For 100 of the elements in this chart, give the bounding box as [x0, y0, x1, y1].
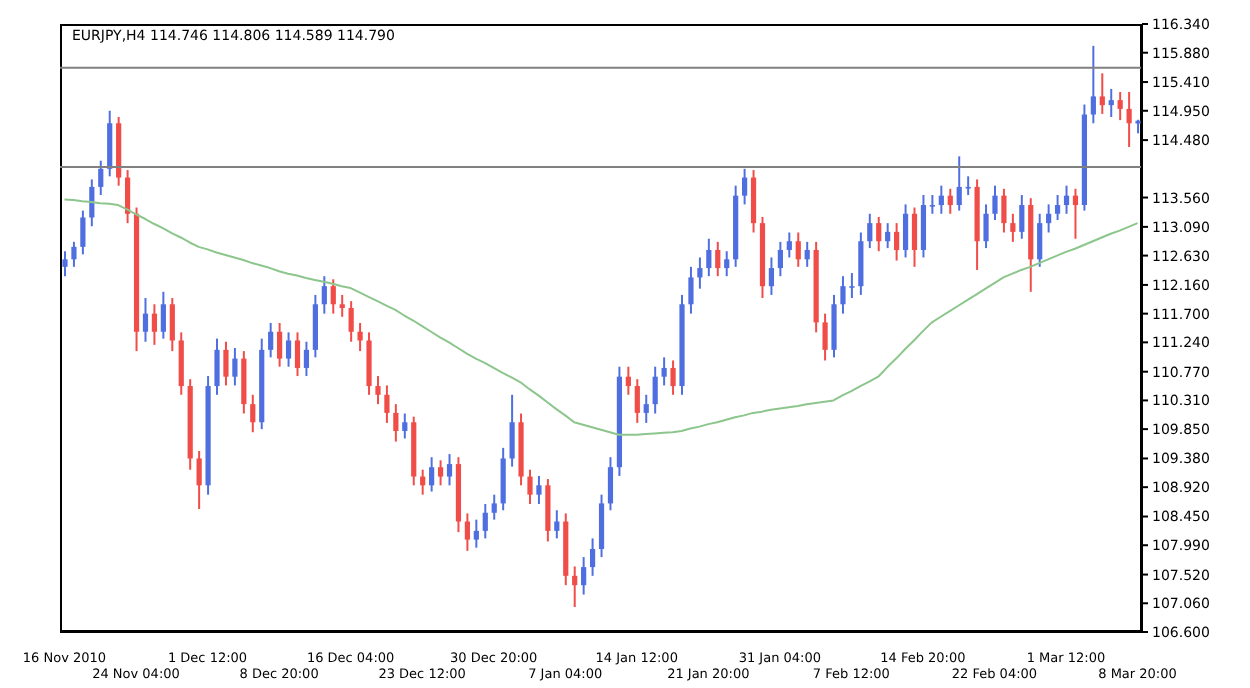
candlestick: [277, 322, 283, 368]
candlestick: [366, 331, 372, 396]
candlestick: [589, 537, 596, 577]
candlestick: [223, 340, 229, 387]
candlestick: [393, 403, 399, 443]
candlestick: [339, 293, 345, 318]
candlestick: [795, 231, 801, 268]
candlestick: [831, 293, 837, 359]
candlestick: [232, 346, 238, 387]
candlestick: [285, 331, 292, 368]
candlestick: [742, 167, 748, 206]
candlestick: [572, 565, 578, 609]
candlestick: [885, 222, 891, 250]
candlestick: [473, 518, 479, 549]
candlestick: [125, 169, 131, 225]
candlestick: [822, 312, 828, 362]
candlestick: [929, 194, 935, 215]
candlestick: [151, 303, 158, 346]
candlestick: [1090, 44, 1096, 125]
candlestick: [1001, 187, 1007, 234]
candlestick: [1108, 87, 1114, 119]
candlestick: [947, 187, 953, 215]
candlestick: [312, 293, 318, 359]
candlestick: [965, 175, 971, 197]
candlestick: [1019, 194, 1025, 240]
candlestick: [491, 493, 497, 521]
candlestick: [643, 393, 649, 424]
candlestick: [482, 503, 488, 540]
candlestick: [500, 446, 506, 512]
candlestick: [268, 322, 274, 359]
candlestick: [375, 375, 381, 406]
candlestick: [196, 449, 202, 511]
candlestick: [89, 178, 95, 228]
candlestick: [1037, 212, 1043, 268]
candlestick: [983, 203, 989, 250]
candlestick: [250, 393, 256, 434]
candlestick: [938, 184, 944, 215]
candlestick: [384, 384, 390, 424]
candlestick: [911, 206, 918, 268]
candlestick: [142, 297, 149, 343]
candlestick: [294, 331, 301, 378]
candlestick: [536, 474, 542, 506]
candlestick: [348, 300, 354, 343]
candlestick: [715, 240, 721, 278]
candlestick: [241, 350, 247, 415]
candlestick: [867, 212, 873, 250]
candlestick: [107, 109, 113, 178]
candlestick: [1046, 203, 1052, 234]
candlestick: [303, 340, 310, 378]
candlestick: [98, 159, 104, 197]
candlestick: [357, 322, 363, 353]
candlestick: [750, 169, 757, 234]
candlestick: [634, 378, 640, 424]
candlestick: [697, 256, 703, 290]
candlestick: [1054, 194, 1061, 222]
candlestick: [858, 231, 864, 296]
candlestick: [402, 412, 408, 440]
candlestick: [724, 250, 730, 278]
candlestick: [688, 265, 694, 315]
candlestick: [214, 337, 220, 396]
candlestick: [598, 493, 605, 559]
candlestick: [62, 250, 68, 278]
candlestick: [661, 356, 667, 387]
candlestick: [920, 194, 927, 259]
candlestick: [777, 240, 783, 278]
candlestick: [429, 456, 435, 493]
candlestick: [625, 365, 631, 396]
candlestick: [768, 256, 775, 296]
candlestick: [1117, 91, 1123, 122]
candlestick: [1010, 212, 1016, 243]
candlestick: [527, 468, 533, 506]
candlestick: [902, 203, 909, 259]
candlestick: [446, 453, 453, 487]
candlestick: [80, 209, 86, 256]
candlestick: [509, 393, 515, 468]
candlestick: [1063, 184, 1070, 215]
candlestick: [804, 240, 810, 268]
candlestick: [160, 290, 166, 340]
candlestick: [464, 512, 470, 552]
candlestick: [1126, 91, 1132, 148]
candlestick: [581, 556, 587, 596]
candlestick: [178, 331, 184, 396]
candlestick: [894, 222, 900, 262]
candlestick: [71, 240, 77, 268]
candlestick: [545, 478, 551, 543]
candlestick: [169, 297, 175, 353]
candlestick: [652, 365, 658, 415]
candlestick: [670, 359, 676, 396]
candlestick: [992, 184, 998, 222]
candlestick: [1099, 72, 1105, 115]
candlestick: [321, 275, 327, 315]
candlestick: [786, 231, 792, 259]
candlestick: [1072, 187, 1079, 240]
candlestick: [554, 509, 560, 540]
candlestick: [437, 459, 444, 487]
candlestick: [330, 278, 336, 315]
candlestick: [956, 155, 962, 212]
candlestick: [607, 456, 614, 512]
candlestick: [876, 215, 882, 253]
candlestick: [706, 237, 712, 278]
